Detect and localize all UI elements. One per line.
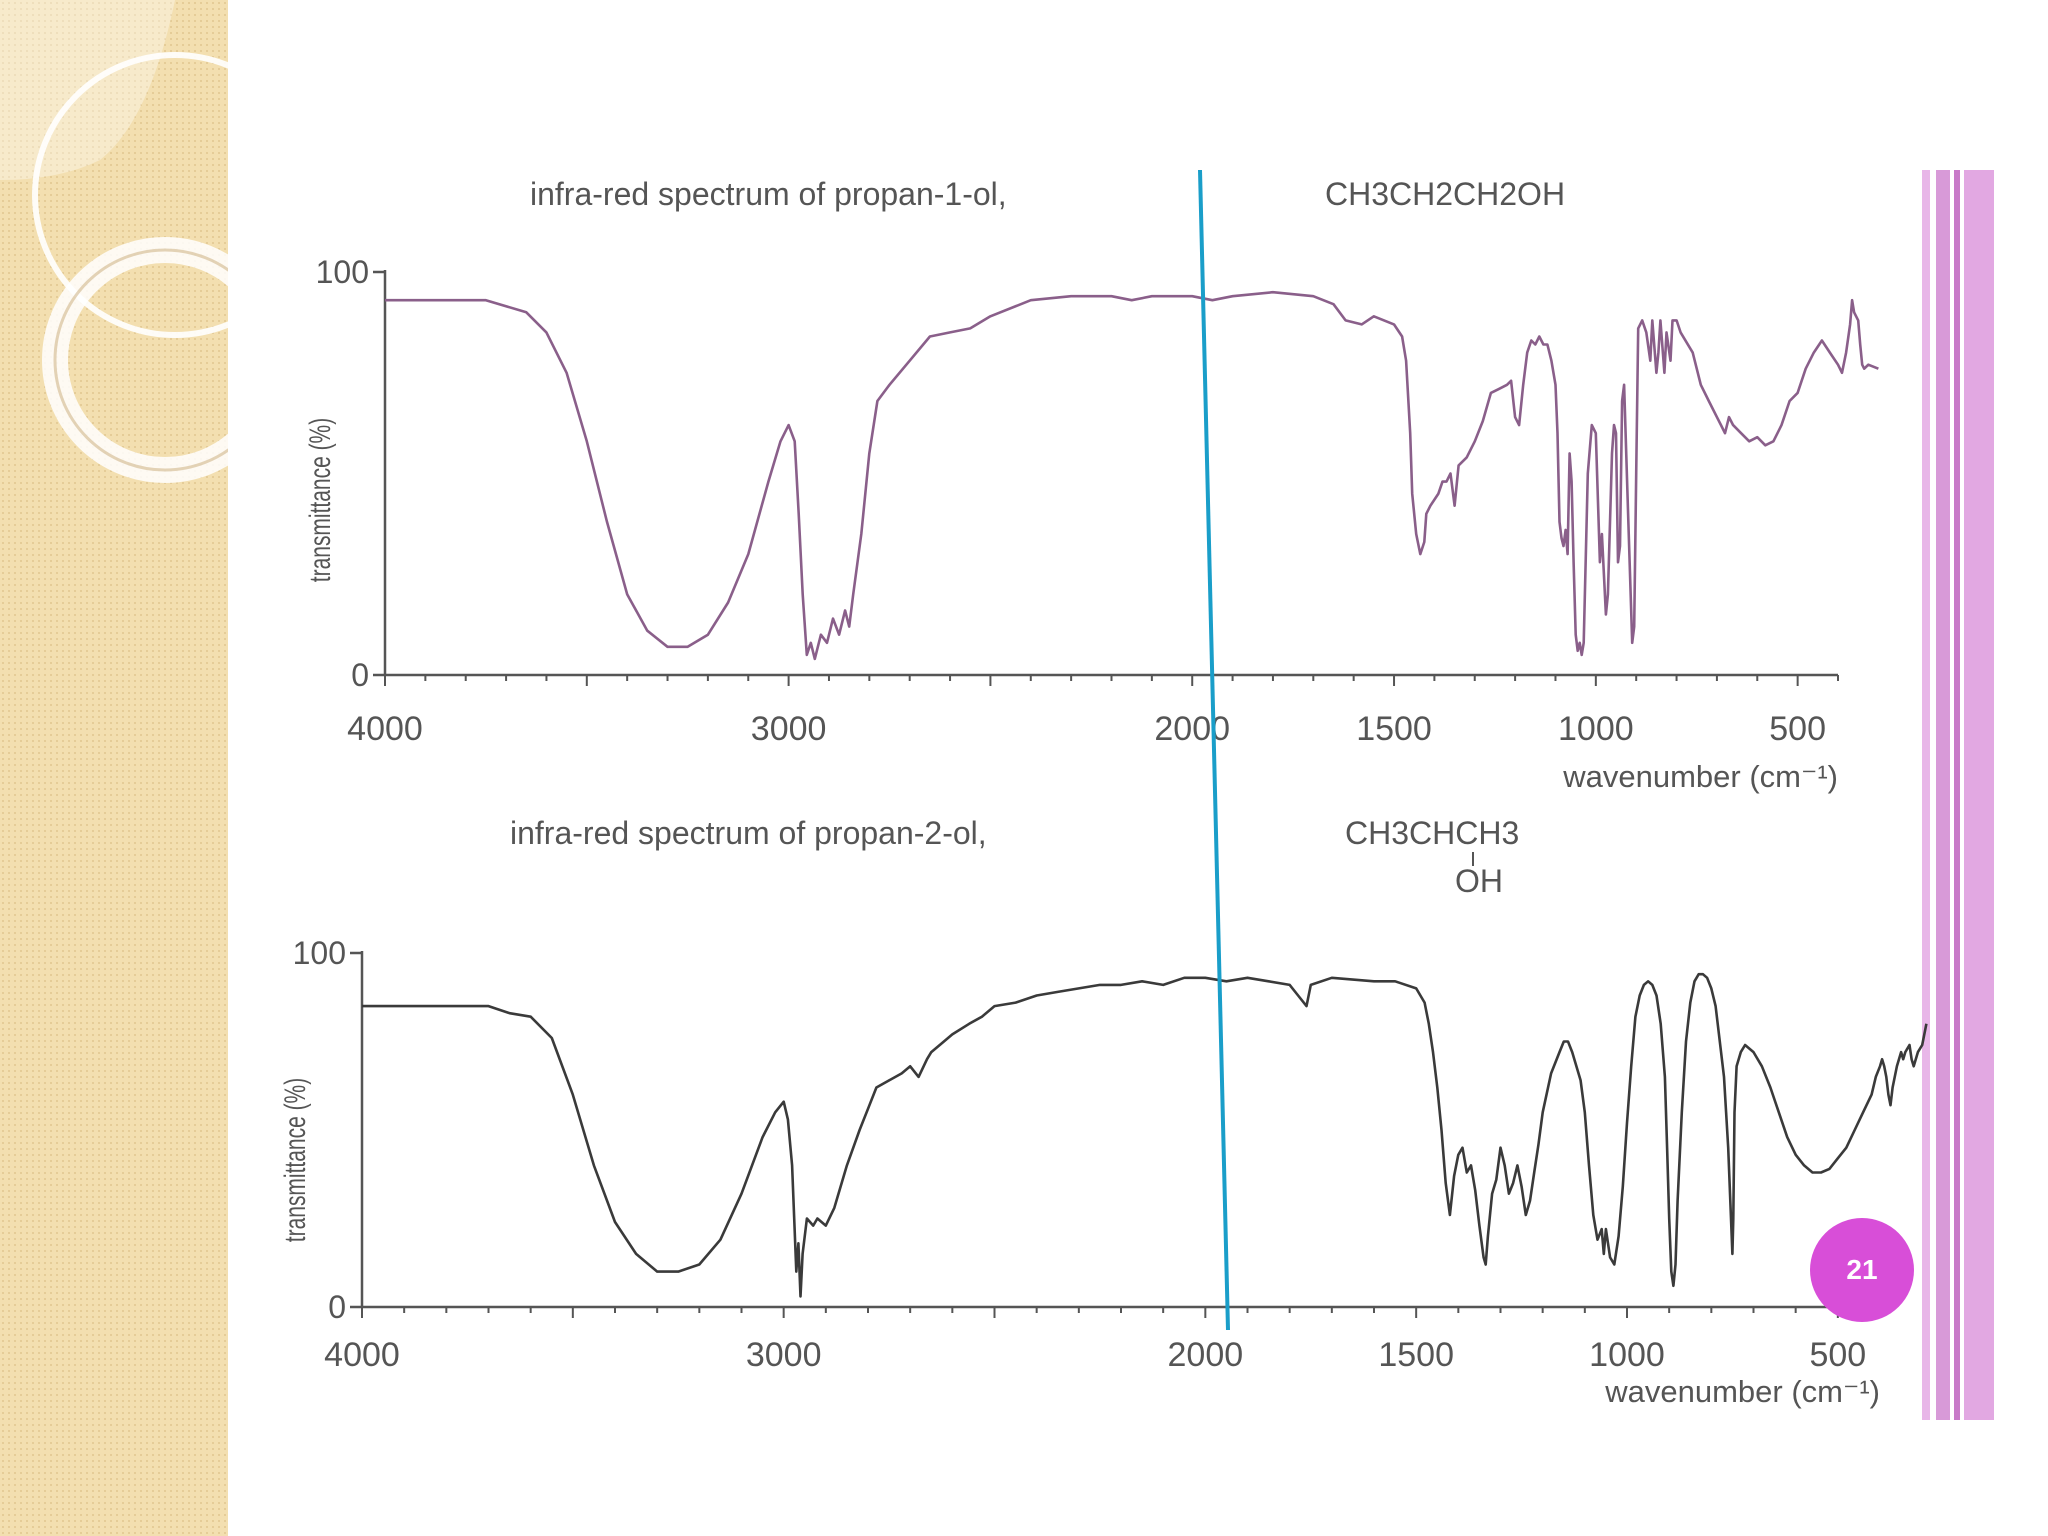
y-tick-label: 100 [293, 935, 346, 971]
spectrum-propan-2-ol: infra-red spectrum of propan-2-ol, CH3CH… [280, 815, 1928, 1409]
x-tick-label: 500 [1769, 710, 1826, 748]
chart-title: infra-red spectrum of propan-2-ol, [510, 815, 987, 851]
decorative-sidebar [0, 0, 228, 1536]
chart-title: infra-red spectrum of propan-1-ol, [530, 176, 1007, 212]
x-tick-label: 1500 [1356, 710, 1432, 748]
chart-formula-substituent: OH [1455, 863, 1503, 899]
x-axis-label: wavenumber (cm⁻¹) [1562, 759, 1838, 794]
x-tick-label: 500 [1809, 1336, 1866, 1374]
chart-formula: CH3CHCH3 [1345, 815, 1519, 851]
spectrum-line [385, 290, 1879, 661]
x-tick-label: 2000 [1154, 710, 1230, 748]
slide-content-panel [245, 170, 1997, 1420]
x-tick-label: 3000 [751, 710, 827, 748]
comparison-marker-line [1198, 169, 1230, 1331]
x-axis-label: wavenumber (cm⁻¹) [1604, 1374, 1880, 1409]
decorative-stripes [1922, 170, 1994, 1420]
y-axis-label: transmittance (%) [280, 1078, 312, 1242]
spectrum-line [362, 972, 1928, 1298]
x-tick-label: 4000 [347, 710, 423, 748]
x-tick-label: 1000 [1589, 1336, 1665, 1374]
x-tick-label: 1000 [1558, 710, 1634, 748]
x-tick-label: 1500 [1378, 1336, 1454, 1374]
y-tick-label: 0 [351, 657, 369, 693]
spectrum-propan-1-ol: infra-red spectrum of propan-1-ol, CH3CH… [305, 176, 1879, 794]
y-tick-label: 0 [328, 1289, 346, 1325]
x-tick-label: 2000 [1168, 1336, 1244, 1374]
chart-formula: CH3CH2CH2OH [1325, 176, 1565, 212]
x-tick-label: 3000 [746, 1336, 822, 1374]
y-axis-label: transmittance (%) [305, 418, 337, 582]
x-tick-label: 4000 [324, 1336, 400, 1374]
y-tick-label: 100 [316, 254, 369, 290]
page-number-badge: 21 [1810, 1218, 1914, 1322]
